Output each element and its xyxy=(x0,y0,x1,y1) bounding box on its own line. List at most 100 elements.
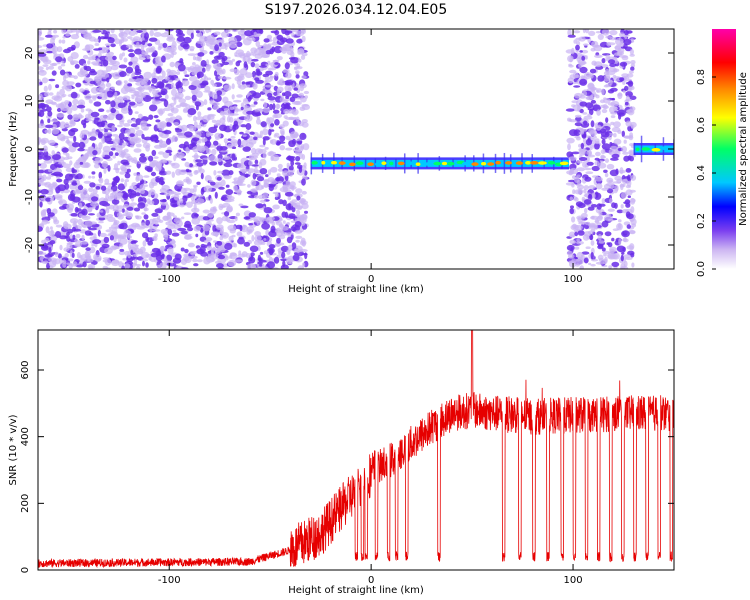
spectrogram-noise-cell xyxy=(76,252,81,259)
spectrogram-noise-cell xyxy=(195,90,203,98)
spectrogram-noise-cell xyxy=(164,31,171,34)
spectrogram-noise-cell xyxy=(195,131,202,139)
spectrogram-noise-cell xyxy=(148,257,152,261)
spectrogram-noise-cell xyxy=(581,55,586,61)
spectrogram-noise-cell xyxy=(151,229,161,232)
spectrogram-noise-cell xyxy=(232,124,236,132)
spectrogram-noise-cell xyxy=(284,82,290,86)
spectrogram-noise-cell xyxy=(267,67,277,71)
spectrogram-noise-cell xyxy=(279,145,286,151)
spectrogram-noise-cell xyxy=(132,36,141,42)
spectrogram-noise-cell xyxy=(88,36,96,42)
spectrogram-noise-cell xyxy=(262,128,269,136)
spectrogram-noise-cell xyxy=(623,135,632,139)
spectrogram-noise-cell xyxy=(291,242,297,250)
spectrogram-noise-cell xyxy=(90,87,99,94)
spectrogram-noise-cell xyxy=(260,55,270,58)
spectrogram-noise-cell xyxy=(154,233,158,238)
spectrogram-noise-cell xyxy=(154,220,159,226)
spectrogram-noise-cell xyxy=(233,185,238,192)
spectrogram-noise-cell xyxy=(273,256,280,264)
spectrogram-noise-cell xyxy=(79,88,85,93)
spectrogram-noise-cell xyxy=(172,229,177,233)
spectrogram-noise-cell xyxy=(263,207,273,214)
spectrogram-noise-cell xyxy=(58,39,62,44)
spectrogram-noise-cell xyxy=(245,81,251,85)
spectrogram-noise-cell xyxy=(631,262,635,268)
spectrogram-noise-cell xyxy=(268,230,278,238)
spectrogram-noise-cell xyxy=(609,184,615,189)
spectrogram-noise-cell xyxy=(123,123,131,127)
spectrogram-noise-cell xyxy=(630,206,635,214)
spectrogram-noise-cell xyxy=(581,212,588,219)
spectrogram-noise-cell xyxy=(292,254,300,262)
spectrogram-noise-cell xyxy=(200,243,206,248)
spectrogram-noise-cell xyxy=(268,128,272,136)
spectrogram-noise-cell xyxy=(276,173,281,178)
spectrogram-noise-cell xyxy=(575,44,580,51)
spectrogram-noise-cell xyxy=(290,57,299,64)
spectrogram-noise-cell xyxy=(224,242,233,251)
spectrogram-noise-cell xyxy=(151,247,160,253)
spectrogram-noise-cell xyxy=(291,133,299,137)
spectrogram-noise-cell xyxy=(252,172,257,180)
spectrogram-noise-cell xyxy=(239,131,244,135)
spectrogram-noise-cell xyxy=(61,39,66,44)
spectrogram-noise-cell xyxy=(625,202,631,208)
spectrogram-noise-cell xyxy=(57,200,64,204)
spectrogram-noise-cell xyxy=(121,52,125,57)
spectrogram-noise-cell xyxy=(296,116,300,123)
spectrogram-noise-cell xyxy=(64,183,70,190)
spectrogram-noise-cell xyxy=(218,51,225,57)
spectrogram-noise-cell xyxy=(57,65,63,70)
spectrogram-noise-cell xyxy=(60,106,69,111)
spectrogram-noise-cell xyxy=(130,243,139,251)
colorbar-tick-label: 0.8 xyxy=(696,69,707,85)
spectrogram-noise-cell xyxy=(112,155,116,159)
spectrogram-noise-cell xyxy=(567,34,576,38)
spectrogram-noise-cell xyxy=(587,82,595,89)
spectrogram-noise-cell xyxy=(87,56,97,61)
spectrogram-noise-cell xyxy=(583,257,589,264)
spectrogram-noise-cell xyxy=(152,236,157,241)
spectrogram-noise-cell xyxy=(178,143,187,149)
spectrogram-noise-cell xyxy=(98,220,104,224)
spectrogram-noise-cell xyxy=(584,176,592,182)
spectrogram-noise-cell xyxy=(148,189,156,196)
spectrogram-noise-cell xyxy=(247,168,256,174)
spectrogram-noise-cell xyxy=(566,151,573,158)
spectrogram-noise-cell xyxy=(158,171,168,176)
spectrogram-tone-blob xyxy=(381,161,387,165)
spectrogram-noise-cell xyxy=(77,218,83,226)
spectrogram-noise-cell xyxy=(75,82,82,88)
spectrogram-noise-cell xyxy=(301,178,306,186)
spectrogram-noise-cell xyxy=(600,154,605,159)
spectrogram-noise-cell xyxy=(222,61,230,66)
spectrogram-noise-cell xyxy=(611,202,616,209)
spectrogram-noise-cell xyxy=(252,53,256,57)
spectrogram-noise-cell xyxy=(48,247,52,254)
spectrogram-noise-cell xyxy=(45,226,50,234)
spectrogram-noise-cell xyxy=(128,89,137,94)
spectrogram-noise-cell xyxy=(301,190,307,195)
spectrogram-noise-cell xyxy=(569,119,577,123)
spectrogram-noise-cell xyxy=(173,194,180,201)
spectrogram-noise-cell xyxy=(250,179,257,187)
spectrogram-noise-cell xyxy=(264,76,271,81)
spectrogram-noise-cell xyxy=(134,126,140,130)
spectrogram-noise-cell xyxy=(279,124,285,129)
spectrogram-noise-cell xyxy=(268,248,274,256)
spectrogram-noise-cell xyxy=(150,171,157,177)
spectrogram-noise-cell xyxy=(181,79,190,87)
spectrogram-noise-cell xyxy=(98,178,102,182)
spectrogram-noise-cell xyxy=(255,79,264,84)
spectrogram-noise-cell xyxy=(139,153,146,157)
spectrogram-noise-cell xyxy=(282,170,290,177)
spectrogram-noise-cell xyxy=(597,215,603,220)
spectrogram-noise-cell xyxy=(207,107,212,111)
spectrogram-noise-cell xyxy=(149,162,156,168)
spectrogram-noise-cell xyxy=(289,259,293,265)
spectrogram-noise-cell xyxy=(51,128,60,135)
spectrogram-noise-cell xyxy=(133,172,138,176)
spectrogram-noise-cell xyxy=(72,98,79,105)
